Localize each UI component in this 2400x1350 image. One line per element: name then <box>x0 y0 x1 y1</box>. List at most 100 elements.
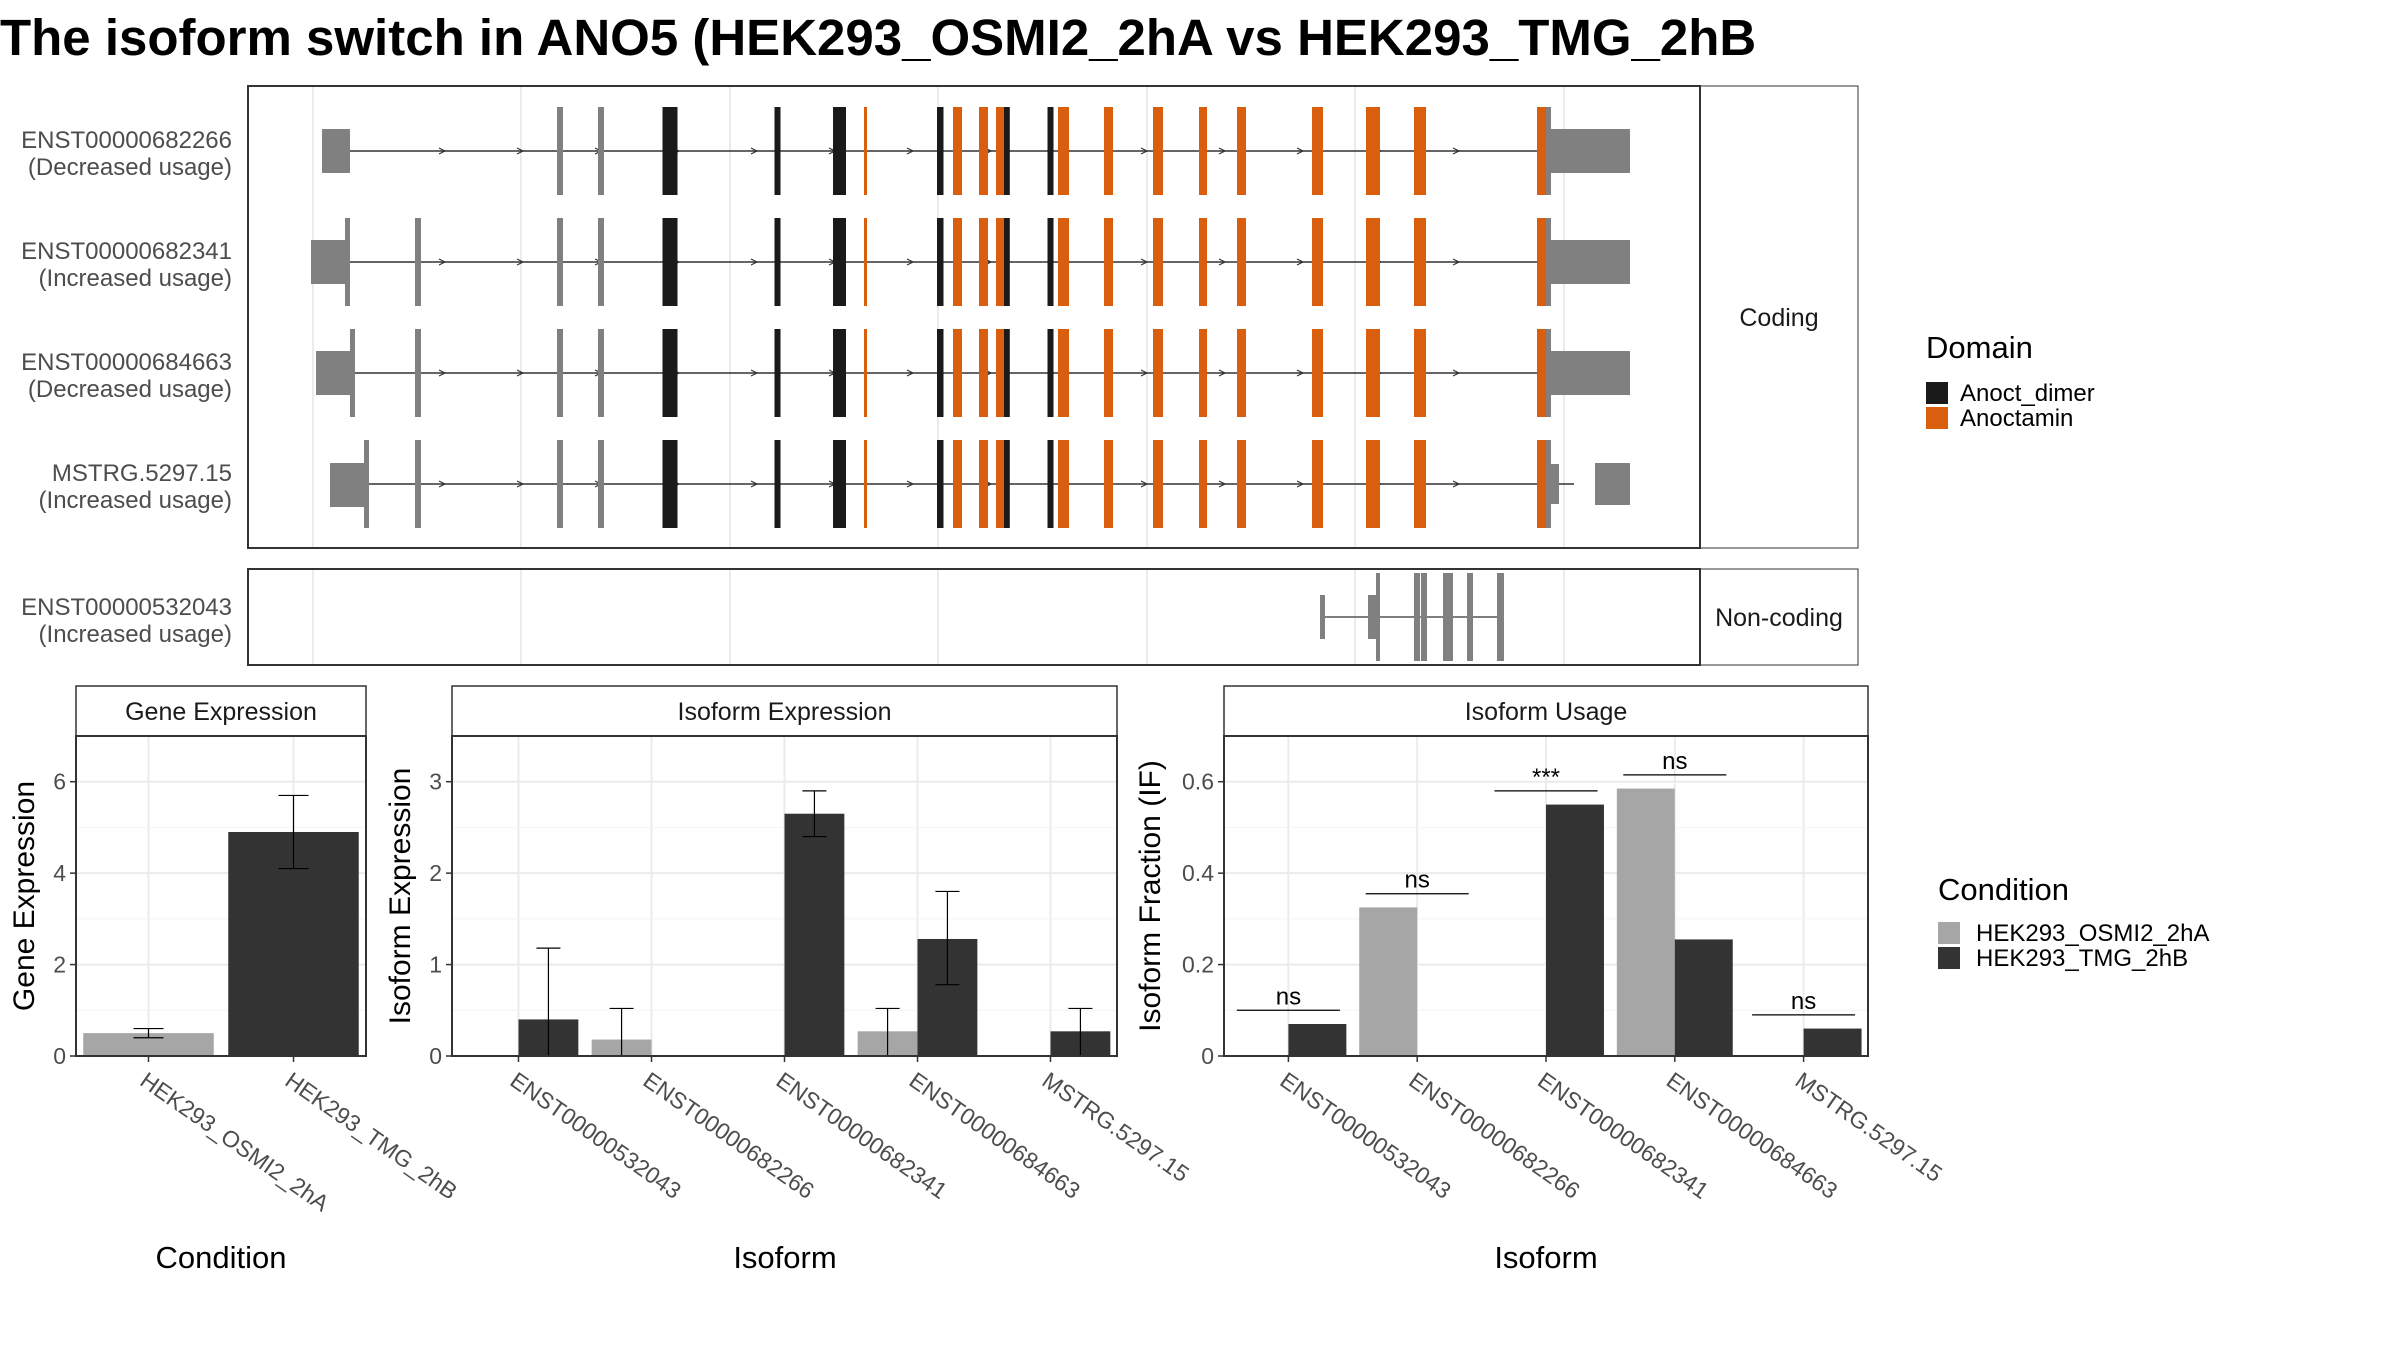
y-tick-label: 0 <box>429 1043 442 1069</box>
isoform-track: ENST00000684663(Decreased usage) <box>21 329 1630 417</box>
anoctamin-exon <box>1058 218 1069 306</box>
y-tick-label: 0 <box>1201 1043 1214 1069</box>
intron-arrow <box>516 147 525 155</box>
intron-arrow <box>750 480 759 488</box>
anoct-dimer-exon <box>937 218 944 306</box>
anoctamin-exon <box>1366 329 1380 417</box>
utr-block <box>330 463 364 507</box>
anoctamin-exon <box>1104 107 1113 195</box>
utr-block <box>322 129 350 173</box>
anoctamin-exon <box>1104 440 1113 528</box>
anoctamin-exon <box>1237 440 1246 528</box>
anoct-dimer-exon <box>1047 107 1054 195</box>
isoform-track: MSTRG.5297.15(Increased usage) <box>39 440 1630 528</box>
bar <box>83 1033 214 1056</box>
noncoding-exon <box>1376 573 1380 661</box>
y-tick-label: 0.2 <box>1182 952 1214 978</box>
isoform-tracks: ENST00000682266(Decreased usage)ENST0000… <box>21 107 1630 528</box>
anoctamin-exon <box>864 218 867 306</box>
panel-strip-title: Isoform Expression <box>678 698 892 726</box>
panel-frame <box>75 735 367 1057</box>
anoctamin-exon <box>979 329 988 417</box>
intron-arrow <box>1140 369 1149 377</box>
cds-exon <box>415 440 421 528</box>
bar <box>1674 939 1733 1056</box>
anoctamin-exon <box>953 440 962 528</box>
anoctamin-exon <box>996 440 1004 528</box>
anoctamin-exon <box>1199 329 1207 417</box>
anoct-dimer-exon <box>1002 329 1010 417</box>
isoform-change-label: (Decreased usage) <box>28 376 232 403</box>
significance-label: ns <box>1662 748 1687 775</box>
anoct-dimer-exon <box>937 329 944 417</box>
anoct-dimer-exon <box>1002 107 1010 195</box>
figure-title: The isoform switch in ANO5 (HEK293_OSMI2… <box>0 9 1756 66</box>
panel-strip <box>451 685 1118 737</box>
anoctamin-exon <box>979 440 988 528</box>
anoctamin-exon <box>1237 107 1246 195</box>
significance-label: ns <box>1405 867 1430 894</box>
anoctamin-exon <box>1414 218 1426 306</box>
bar <box>1288 1024 1347 1056</box>
intron-arrow <box>516 258 525 266</box>
anoctamin-exon <box>1104 218 1113 306</box>
significance-label: *** <box>1532 764 1560 791</box>
y-tick-label: 0 <box>53 1043 66 1069</box>
isoform-expression-panel: Isoform Expression 0 1 2 3 Isoform Expression… <box>384 685 1194 1275</box>
cds-exon <box>1546 218 1551 306</box>
intron-arrow <box>1218 369 1227 377</box>
anoctamin-exon <box>996 329 1004 417</box>
domain-legend-label: Anoctamin <box>1960 405 2073 432</box>
cds-exon <box>1546 107 1551 195</box>
anoctamin-exon <box>864 107 867 195</box>
isoform-structure-panel: CodingNon-codingENST00000682266(Decrease… <box>21 85 1859 666</box>
intron-arrow <box>1452 147 1461 155</box>
anoctamin-exon <box>1312 107 1323 195</box>
anoctamin-exon <box>864 440 867 528</box>
intron-arrow <box>1296 258 1305 266</box>
panel-strip-title: Isoform Usage <box>1465 698 1628 726</box>
intron-arrow <box>1218 147 1227 155</box>
cds-exon <box>557 107 563 195</box>
noncoding-exon <box>1443 573 1453 661</box>
anoctamin-exon <box>1237 218 1246 306</box>
cds-exon <box>598 107 604 195</box>
utr-block <box>311 240 345 284</box>
intron-arrow <box>906 480 915 488</box>
y-tick-label: 2 <box>429 860 442 886</box>
anoctamin-exon <box>1366 218 1380 306</box>
anoctamin-exon <box>1366 440 1380 528</box>
anoctamin-exon <box>1199 440 1207 528</box>
anoctamin-exon <box>953 218 962 306</box>
y-axis-label: Isoform Fraction (IF) <box>1134 760 1167 1032</box>
anoctamin-exon <box>864 329 867 417</box>
anoctamin-exon <box>1312 329 1323 417</box>
intron-arrow <box>438 480 447 488</box>
x-axis-label: Condition <box>156 1240 287 1275</box>
domain-legend-label: Anoct_dimer <box>1960 380 2095 407</box>
intron-arrow <box>750 147 759 155</box>
y-tick-label: 1 <box>429 952 442 978</box>
anoctamin-exon <box>1153 329 1163 417</box>
isoform-usage-panel: Isoform Usage ns ns *** ns ns 0 0.2 0.4 0.6 Isofor… <box>1134 685 1947 1275</box>
anoct-dimer-exon <box>1002 440 1010 528</box>
condition-legend-title: Condition <box>1938 872 2069 907</box>
noncoding-strip-label: Non-coding <box>1715 604 1843 632</box>
anoctamin-exon <box>979 107 988 195</box>
anoct-dimer-exon <box>937 440 944 528</box>
x-axis-label: Isoform <box>733 1240 836 1275</box>
cds-exon <box>345 218 350 306</box>
noncoding-exon <box>1500 573 1504 661</box>
isoform-id-label: ENST00000682341 <box>21 238 232 265</box>
intron-arrow <box>438 369 447 377</box>
noncoding-exon <box>1497 573 1501 661</box>
noncoding-track: ENST00000532043(Increased usage) <box>21 573 1504 661</box>
anoct-dimer-exon <box>662 329 678 417</box>
y-axis-label: Isoform Expression <box>384 768 417 1025</box>
anoct-dimer-exon <box>662 107 678 195</box>
domain-legend-swatch <box>1926 382 1948 404</box>
noncoding-exon <box>1421 573 1427 661</box>
anoctamin-exon <box>1414 440 1426 528</box>
anoctamin-exon <box>953 329 962 417</box>
